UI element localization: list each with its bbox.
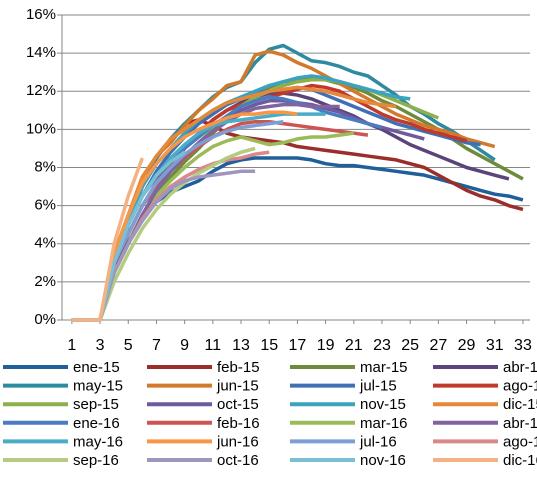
y-tick-label: 14% (26, 44, 56, 61)
legend-label: ago-16 (503, 433, 537, 450)
x-tick-label: 31 (486, 337, 504, 354)
x-tick-label: 27 (429, 337, 447, 354)
x-tick-label: 11 (205, 337, 222, 354)
legend-label: oct-16 (217, 452, 259, 469)
legend-label: ene-16 (73, 415, 120, 432)
x-tick-label: 9 (180, 337, 189, 354)
legend-label: dic-15 (503, 396, 537, 413)
y-tick-label: 8% (34, 158, 56, 175)
x-tick-label: 1 (67, 337, 76, 354)
legend-label: mar-16 (360, 415, 408, 432)
y-tick-label: 2% (34, 273, 56, 290)
x-tick-label: 3 (96, 337, 105, 354)
series-line (71, 157, 144, 322)
legend-label: jun-15 (216, 378, 259, 395)
legend-label: sep-16 (73, 452, 119, 469)
y-tick-label: 16% (26, 6, 56, 23)
x-tick-label: 13 (232, 337, 250, 354)
y-tick-label: 12% (26, 82, 56, 99)
x-tick-label: 19 (317, 337, 335, 354)
legend-label: nov-16 (360, 452, 406, 469)
y-tick-label: 0% (34, 311, 56, 328)
x-tick-label: 29 (458, 337, 476, 354)
legend-label: oct-15 (217, 396, 259, 413)
y-tick-label: 6% (34, 197, 56, 214)
x-tick-label: 33 (514, 337, 532, 354)
y-tick-label: 4% (34, 235, 56, 252)
x-tick-label: 25 (401, 337, 419, 354)
legend-label: may-15 (73, 378, 123, 395)
legend-label: nov-15 (360, 396, 406, 413)
y-tick-label: 10% (26, 120, 56, 137)
legend-label: mar-15 (360, 359, 408, 376)
x-tick-label: 17 (289, 337, 307, 354)
legend-label: abr-15 (503, 359, 537, 376)
legend-label: jun-16 (216, 433, 259, 450)
x-tick-label: 23 (373, 337, 391, 354)
series-line (71, 169, 256, 322)
x-tick-label: 5 (124, 337, 133, 354)
legend-label: abr-16 (503, 415, 537, 432)
legend-label: ene-15 (73, 359, 120, 376)
x-tick-label: 7 (152, 337, 161, 354)
legend-label: feb-16 (217, 415, 260, 432)
x-tick-label: 15 (260, 337, 278, 354)
x-tick-label: 21 (345, 337, 363, 354)
legend-label: feb-15 (217, 359, 260, 376)
legend-label: ago-15 (503, 378, 537, 395)
legend-label: jul-15 (359, 378, 397, 395)
legend-label: may-16 (73, 433, 123, 450)
legend-label: sep-15 (73, 396, 119, 413)
legend-label: dic-16 (503, 452, 537, 469)
legend-label: jul-16 (359, 433, 397, 450)
